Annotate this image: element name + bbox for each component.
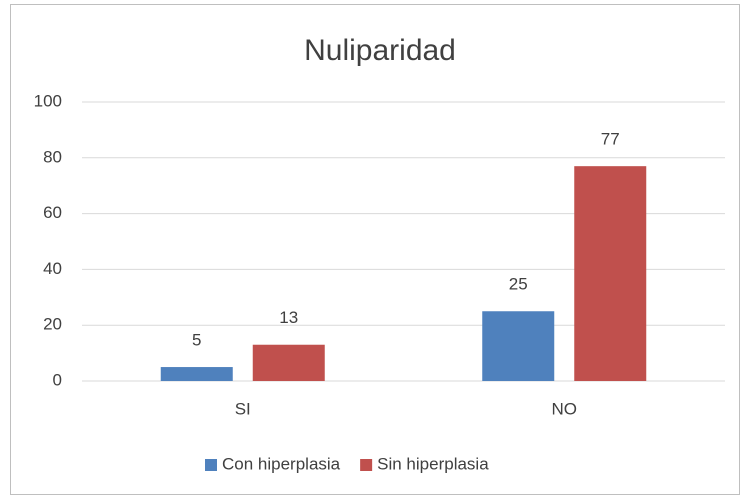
x-tick-label: SI: [235, 399, 251, 418]
legend-swatch: [360, 459, 373, 471]
y-tick-label: 80: [43, 147, 62, 166]
bar: [252, 344, 325, 381]
data-label: 13: [279, 308, 298, 327]
y-tick-label: 100: [34, 91, 62, 110]
legend-swatch: [205, 459, 217, 471]
legend-label: Con hiperplasia: [222, 454, 341, 473]
y-tick-label: 60: [43, 203, 62, 222]
bar: [160, 367, 233, 381]
x-tick-label: NO: [552, 399, 578, 418]
y-tick-label: 20: [43, 315, 62, 334]
bar: [482, 311, 555, 381]
y-tick-label: 40: [43, 259, 62, 278]
data-label: 5: [192, 331, 201, 350]
data-label: 77: [601, 130, 620, 149]
data-label: 25: [509, 275, 528, 294]
chart-title: Nuliparidad: [304, 34, 456, 67]
legend-label: Sin hiperplasia: [377, 454, 489, 473]
y-tick-label: 0: [53, 370, 62, 389]
bar: [574, 166, 647, 381]
